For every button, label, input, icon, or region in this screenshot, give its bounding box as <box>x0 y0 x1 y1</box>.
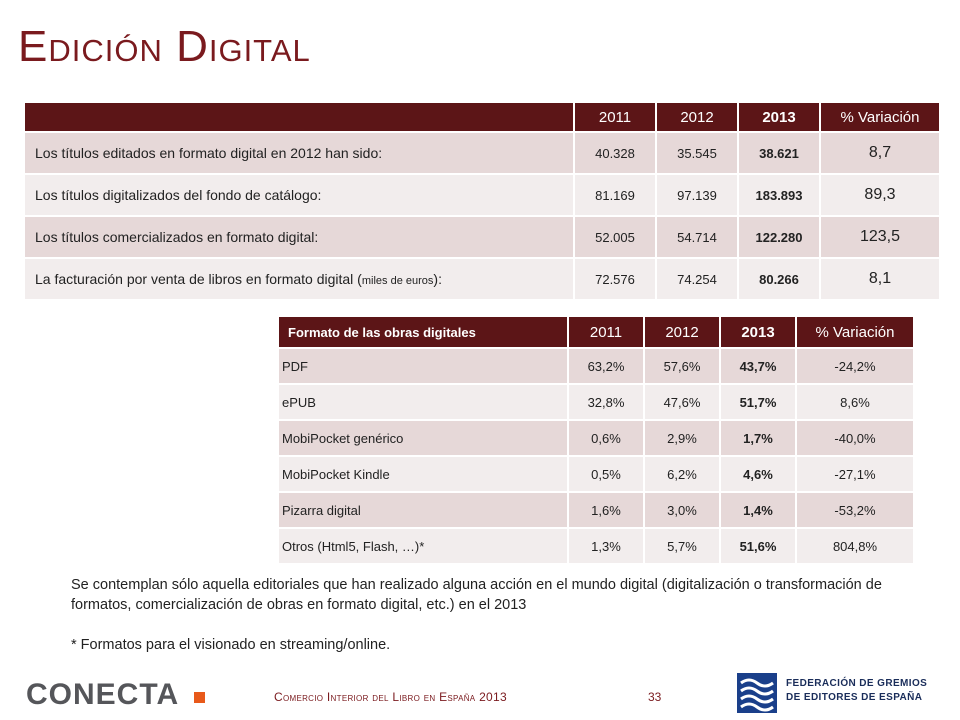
value-2013: 4,6% <box>721 457 795 491</box>
row-label: Los títulos editados en formato digital … <box>25 133 573 173</box>
value-variation: 123,5 <box>821 217 939 257</box>
row-label: La facturación por venta de libros en fo… <box>25 259 573 299</box>
value-2013: 51,7% <box>721 385 795 419</box>
value-2013: 1,4% <box>721 493 795 527</box>
row-label-main: La facturación por venta de libros en fo… <box>35 271 362 287</box>
value-2011: 72.576 <box>575 259 655 299</box>
conecta-logo-text: CONECTA <box>26 678 179 711</box>
row-label-unit: miles de euros <box>361 275 434 287</box>
value-2012: 5,7% <box>645 529 719 563</box>
value-variation: 8,6% <box>797 385 913 419</box>
conecta-logo-icon: CONECTA <box>26 678 205 711</box>
table-row: Los títulos comercializados en formato d… <box>25 217 939 257</box>
value-2013: 43,7% <box>721 349 795 383</box>
formats-table: Formato de las obras digitales 2011 2012… <box>277 315 915 565</box>
format-label: PDF <box>279 349 567 383</box>
value-2012: 3,0% <box>645 493 719 527</box>
value-2011: 1,3% <box>569 529 643 563</box>
value-2011: 40.328 <box>575 133 655 173</box>
header-blank <box>25 103 573 131</box>
federation-logo-icon <box>737 673 777 718</box>
table-row: Los títulos editados en formato digital … <box>25 133 939 173</box>
conecta-logo: CONECTA <box>26 678 211 717</box>
federation-name: FEDERACIÓN DE GREMIOS DE EDITORES DE ESP… <box>786 677 927 705</box>
value-2013: 38.621 <box>739 133 819 173</box>
value-2012: 35.545 <box>657 133 737 173</box>
value-2013: 1,7% <box>721 421 795 455</box>
row-label-end: ): <box>433 271 442 287</box>
table-row: ePUB 32,8% 47,6% 51,7% 8,6% <box>279 385 913 419</box>
value-2011: 1,6% <box>569 493 643 527</box>
table-row: La facturación por venta de libros en fo… <box>25 259 939 299</box>
header-2013: 2013 <box>739 103 819 131</box>
value-2013: 80.266 <box>739 259 819 299</box>
note-streaming: * Formatos para el visionado en streamin… <box>71 637 391 653</box>
value-2013: 183.893 <box>739 175 819 215</box>
value-2011: 52.005 <box>575 217 655 257</box>
value-2013: 122.280 <box>739 217 819 257</box>
page-title: Edición Digital <box>18 22 311 71</box>
table-row: MobiPocket genérico 0,6% 2,9% 1,7% -40,0… <box>279 421 913 455</box>
row-label: Los títulos comercializados en formato d… <box>25 217 573 257</box>
value-2013: 51,6% <box>721 529 795 563</box>
value-variation: -27,1% <box>797 457 913 491</box>
footnotes: Se contemplan sólo aquella editoriales q… <box>71 575 921 655</box>
value-2012: 57,6% <box>645 349 719 383</box>
table-header-row: Formato de las obras digitales 2011 2012… <box>279 317 913 347</box>
value-2011: 32,8% <box>569 385 643 419</box>
format-label: Otros (Html5, Flash, …)* <box>279 529 567 563</box>
footer-subtitle: Comercio Interior del Libro en España 20… <box>274 690 507 704</box>
format-label: MobiPocket genérico <box>279 421 567 455</box>
header-2012: 2012 <box>657 103 737 131</box>
value-variation: -53,2% <box>797 493 913 527</box>
row-label: Los títulos digitalizados del fondo de c… <box>25 175 573 215</box>
value-variation: 8,1 <box>821 259 939 299</box>
value-2012: 54.714 <box>657 217 737 257</box>
format-label: ePUB <box>279 385 567 419</box>
federation-line2: DE EDITORES DE ESPAÑA <box>786 692 923 703</box>
value-2011: 81.169 <box>575 175 655 215</box>
header-format: Formato de las obras digitales <box>279 317 567 347</box>
header-2012: 2012 <box>645 317 719 347</box>
titles-table: 2011 2012 2013 % Variación Los títulos e… <box>23 101 941 301</box>
value-2012: 6,2% <box>645 457 719 491</box>
value-variation: -24,2% <box>797 349 913 383</box>
value-2011: 63,2% <box>569 349 643 383</box>
header-variation: % Variación <box>821 103 939 131</box>
value-2012: 97.139 <box>657 175 737 215</box>
table-row: MobiPocket Kindle 0,5% 6,2% 4,6% -27,1% <box>279 457 913 491</box>
value-2011: 0,5% <box>569 457 643 491</box>
value-2012: 2,9% <box>645 421 719 455</box>
table-header-row: 2011 2012 2013 % Variación <box>25 103 939 131</box>
note-scope: Se contemplan sólo aquella editoriales q… <box>71 577 882 613</box>
value-2011: 0,6% <box>569 421 643 455</box>
table-row: PDF 63,2% 57,6% 43,7% -24,2% <box>279 349 913 383</box>
table-row: Pizarra digital 1,6% 3,0% 1,4% -53,2% <box>279 493 913 527</box>
value-variation: 804,8% <box>797 529 913 563</box>
conecta-logo-square <box>194 692 205 703</box>
value-variation: 8,7 <box>821 133 939 173</box>
header-2013: 2013 <box>721 317 795 347</box>
page-number: 33 <box>648 690 662 704</box>
format-label: MobiPocket Kindle <box>279 457 567 491</box>
header-2011: 2011 <box>569 317 643 347</box>
value-2012: 47,6% <box>645 385 719 419</box>
federation-line1: FEDERACIÓN DE GREMIOS <box>786 678 928 689</box>
header-2011: 2011 <box>575 103 655 131</box>
header-variation: % Variación <box>797 317 913 347</box>
value-variation: 89,3 <box>821 175 939 215</box>
value-variation: -40,0% <box>797 421 913 455</box>
table-row: Otros (Html5, Flash, …)* 1,3% 5,7% 51,6%… <box>279 529 913 563</box>
value-2012: 74.254 <box>657 259 737 299</box>
format-label: Pizarra digital <box>279 493 567 527</box>
table-row: Los títulos digitalizados del fondo de c… <box>25 175 939 215</box>
